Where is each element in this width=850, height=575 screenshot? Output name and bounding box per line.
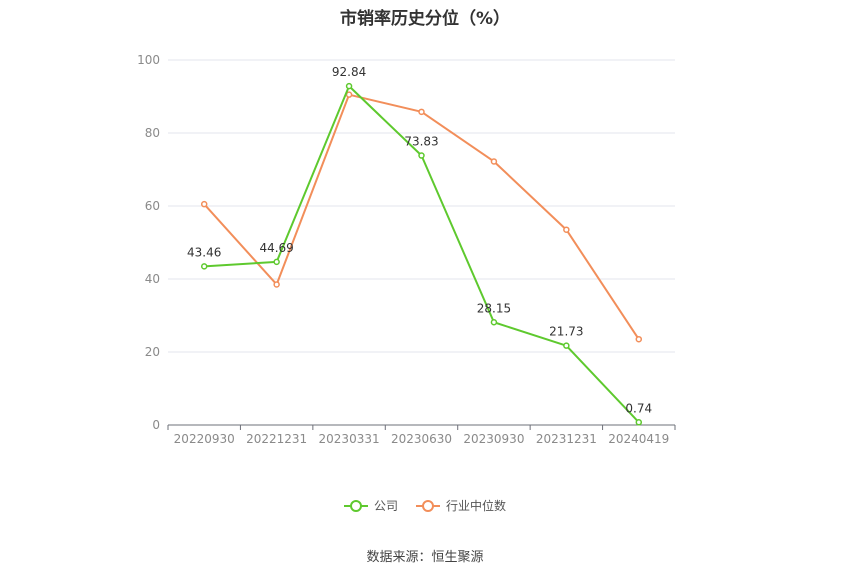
x-tick-label: 20230630 (391, 432, 452, 446)
data-point (635, 335, 643, 343)
legend-item-company[interactable]: 公司 (343, 497, 398, 514)
source-note: 数据来源：恒生聚源 (366, 550, 484, 565)
data-point (273, 258, 280, 266)
y-tick-label: 100 (137, 53, 160, 67)
data-point (418, 152, 425, 159)
data-point (200, 263, 208, 270)
data-label: 0.74 (625, 401, 652, 415)
data-point (490, 319, 498, 326)
x-tick-label: 20230930 (463, 432, 524, 446)
data-point (273, 281, 280, 288)
data-labels: 43.46 44.69 92.84 73.83 28.15 21.73 0.74 (187, 65, 652, 415)
data-label: 44.69 (259, 241, 293, 255)
y-tick-label: 0 (152, 418, 160, 432)
data-label: 28.15 (477, 301, 511, 315)
x-tick-label: 20221231 (246, 432, 307, 446)
legend-swatch-industry-icon (416, 499, 440, 513)
data-point (490, 158, 498, 165)
data-point (563, 226, 570, 233)
y-tick-label: 20 (145, 345, 160, 359)
y-tick-label: 40 (145, 272, 160, 286)
x-tick-label: 20231231 (536, 432, 597, 446)
x-tick-label: 20230331 (319, 432, 380, 446)
y-tick-label: 80 (145, 126, 160, 140)
legend-item-industry-median[interactable]: 行业中位数 (416, 497, 506, 514)
x-tick-label: 20220930 (174, 432, 235, 446)
y-tick-label: 60 (145, 199, 160, 213)
data-point (563, 342, 570, 349)
data-point (418, 108, 425, 116)
data-point (345, 82, 353, 90)
data-label: 43.46 (187, 245, 221, 259)
data-label: 92.84 (332, 65, 366, 79)
series-line-1 (203, 93, 640, 340)
data-label: 21.73 (549, 325, 583, 339)
legend: 公司 行业中位数 (0, 497, 850, 514)
axes: 0 20 40 60 80 100 20220930 20221231 20230331 2023… (137, 53, 676, 446)
legend-label-industry-median: 行业中位数 (446, 499, 507, 513)
data-point (200, 200, 208, 208)
x-tick-label: 20240419 (608, 432, 669, 446)
gridlines (168, 59, 675, 353)
series-lines (200, 82, 643, 426)
data-label: 73.83 (404, 135, 438, 149)
legend-label-company: 公司 (373, 499, 398, 513)
data-point (635, 419, 643, 426)
legend-swatch-company-icon (343, 499, 368, 513)
chart-title: 市销率历史分位（%） (339, 9, 511, 29)
